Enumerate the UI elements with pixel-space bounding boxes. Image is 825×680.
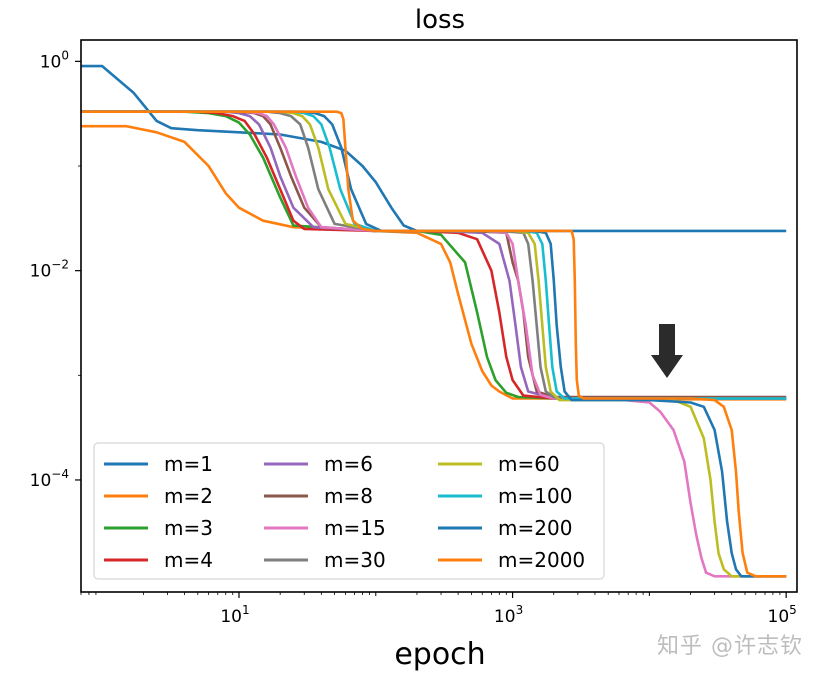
plot-frame — [80, 39, 798, 593]
legend-label: m=2000 — [498, 548, 585, 572]
y-tick-label: 10−4 — [30, 467, 69, 491]
x-tick-label: 103 — [494, 603, 523, 627]
x-axis-label: epoch — [394, 637, 485, 672]
tick-layer: 101 103 105 100 10−2 10−4 — [30, 48, 797, 627]
x-tick-label: 101 — [220, 603, 249, 627]
y-tick-label: 100 — [40, 48, 69, 72]
y-tick-label: 10−2 — [30, 258, 69, 282]
series-line-m=2000 — [81, 110, 787, 578]
legend-label: m=1 — [164, 452, 213, 476]
legend: m=1 m=2 m=3 m=4 m=6 m=8 m=15 m=30 m=60 m=100 m=200… — [93, 442, 605, 580]
series-layer — [81, 64, 787, 578]
legend-label: m=30 — [324, 548, 386, 572]
watermark: 知乎 @许志钦 — [657, 634, 803, 659]
down-arrow-annotation — [651, 324, 683, 378]
series-line-m=200 — [81, 110, 787, 578]
plot-area: 101 103 105 100 10−2 10−4 — [30, 39, 798, 627]
series-line-m=1 — [81, 64, 787, 233]
legend-label: m=100 — [498, 484, 572, 508]
series-line-m=8 — [81, 110, 787, 399]
series-line-m=15 — [81, 110, 787, 578]
legend-box — [93, 442, 605, 580]
legend-label: m=6 — [324, 452, 373, 476]
legend-label: m=4 — [164, 548, 213, 572]
legend-label: m=2 — [164, 484, 213, 508]
chart-title: loss — [415, 5, 465, 35]
legend-label: m=8 — [324, 484, 373, 508]
series-line-m=2 — [81, 124, 787, 401]
legend-label: m=200 — [498, 516, 572, 540]
legend-label: m=60 — [498, 452, 560, 476]
legend-label: m=15 — [324, 516, 386, 540]
x-tick-label: 105 — [768, 603, 797, 627]
series-line-m=60 — [81, 110, 787, 578]
legend-label: m=3 — [164, 516, 213, 540]
